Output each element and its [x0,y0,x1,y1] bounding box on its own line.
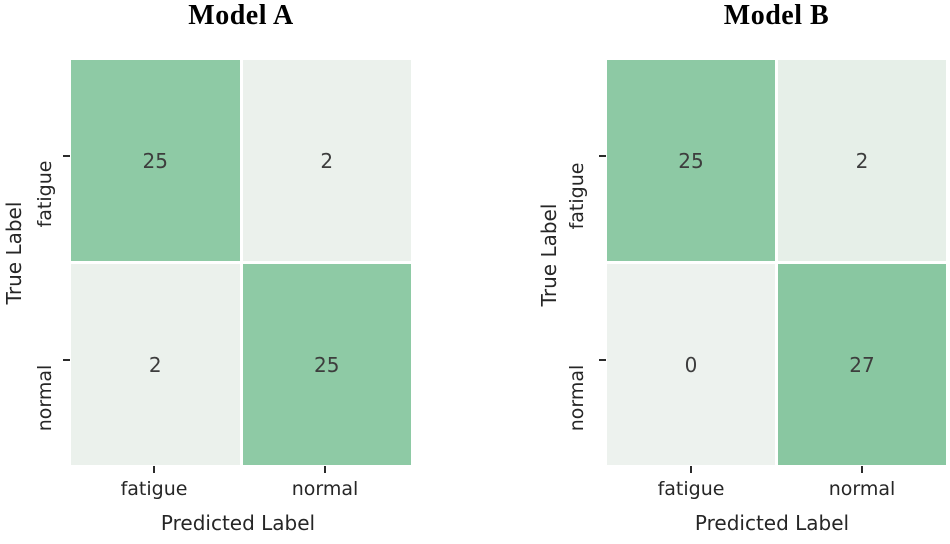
cell-value: 2 [855,148,869,173]
x-tick-label-fatigue: fatigue [657,478,725,500]
heatmap-cell-true-normal-pred-fatigue: 2 [71,264,240,465]
cell-value: 25 [678,148,704,173]
y-tick-label-normal: normal [566,364,588,432]
x-tick-label-fatigue: fatigue [120,478,188,500]
heatmap-grid: 25 2 2 25 [71,60,411,465]
y-axis-tick [599,359,606,361]
y-tick-label-fatigue: fatigue [566,162,588,230]
heatmap-cell-true-fatigue-pred-normal: 2 [242,60,411,261]
chart-title: Model B [723,0,830,31]
heatmap-cell-true-normal-pred-normal: 25 [242,264,411,465]
cell-value: 27 [849,352,875,377]
x-tick-label-normal: normal [828,478,896,500]
cell-value: 25 [142,148,168,173]
x-axis-tick [861,466,863,473]
x-axis-tick [690,466,692,473]
cell-value: 25 [314,352,340,377]
y-tick-label-normal: normal [34,364,56,432]
y-axis-tick [599,155,606,157]
heatmap-cell-true-fatigue-pred-fatigue: 25 [71,60,240,261]
y-axis-tick [63,359,70,361]
x-axis-tick [153,466,155,473]
y-axis-tick [63,155,70,157]
y-axis-title: True Label [537,203,561,307]
x-tick-label-normal: normal [291,478,359,500]
y-axis-title: True Label [2,201,26,305]
x-axis-title: Predicted Label [160,511,316,535]
x-axis-title: Predicted Label [694,511,850,535]
cell-value: 2 [148,352,162,377]
heatmap-cell-true-fatigue-pred-normal: 2 [778,60,946,261]
cell-value: 0 [684,352,698,377]
y-tick-label-fatigue: fatigue [34,160,56,228]
heatmap-cell-true-normal-pred-normal: 27 [778,264,946,465]
chart-title: Model A [188,0,294,31]
heatmap-grid: 25 2 0 27 [607,60,946,465]
x-axis-tick [324,466,326,473]
heatmap-cell-true-fatigue-pred-fatigue: 25 [607,60,775,261]
heatmap-cell-true-normal-pred-fatigue: 0 [607,264,775,465]
cell-value: 2 [320,148,334,173]
